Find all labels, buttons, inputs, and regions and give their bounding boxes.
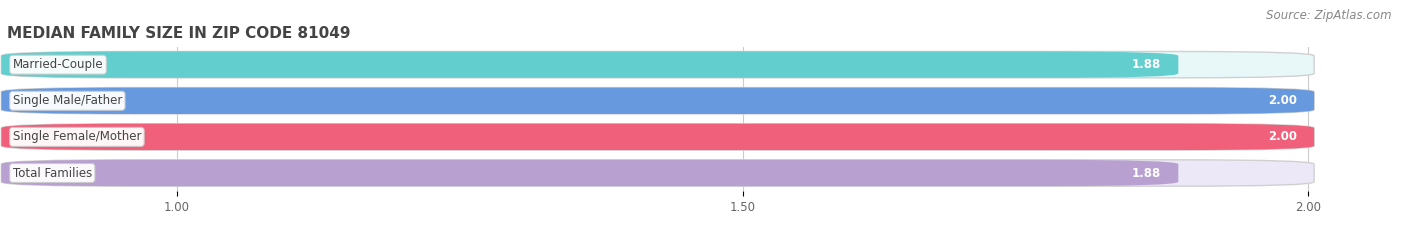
Text: Source: ZipAtlas.com: Source: ZipAtlas.com — [1267, 9, 1392, 22]
FancyBboxPatch shape — [1, 160, 1178, 186]
Text: Single Female/Mother: Single Female/Mother — [13, 130, 141, 143]
Text: 2.00: 2.00 — [1268, 130, 1298, 143]
Text: 1.88: 1.88 — [1132, 167, 1161, 179]
Text: MEDIAN FAMILY SIZE IN ZIP CODE 81049: MEDIAN FAMILY SIZE IN ZIP CODE 81049 — [7, 26, 350, 41]
Text: Married-Couple: Married-Couple — [13, 58, 103, 71]
FancyBboxPatch shape — [1, 124, 1315, 150]
FancyBboxPatch shape — [1, 88, 1315, 114]
Text: Single Male/Father: Single Male/Father — [13, 94, 122, 107]
FancyBboxPatch shape — [1, 51, 1178, 78]
Text: 1.88: 1.88 — [1132, 58, 1161, 71]
FancyBboxPatch shape — [1, 160, 1315, 186]
FancyBboxPatch shape — [1, 88, 1315, 114]
Text: Total Families: Total Families — [13, 167, 91, 179]
FancyBboxPatch shape — [1, 124, 1315, 150]
FancyBboxPatch shape — [1, 51, 1315, 78]
Text: 2.00: 2.00 — [1268, 94, 1298, 107]
